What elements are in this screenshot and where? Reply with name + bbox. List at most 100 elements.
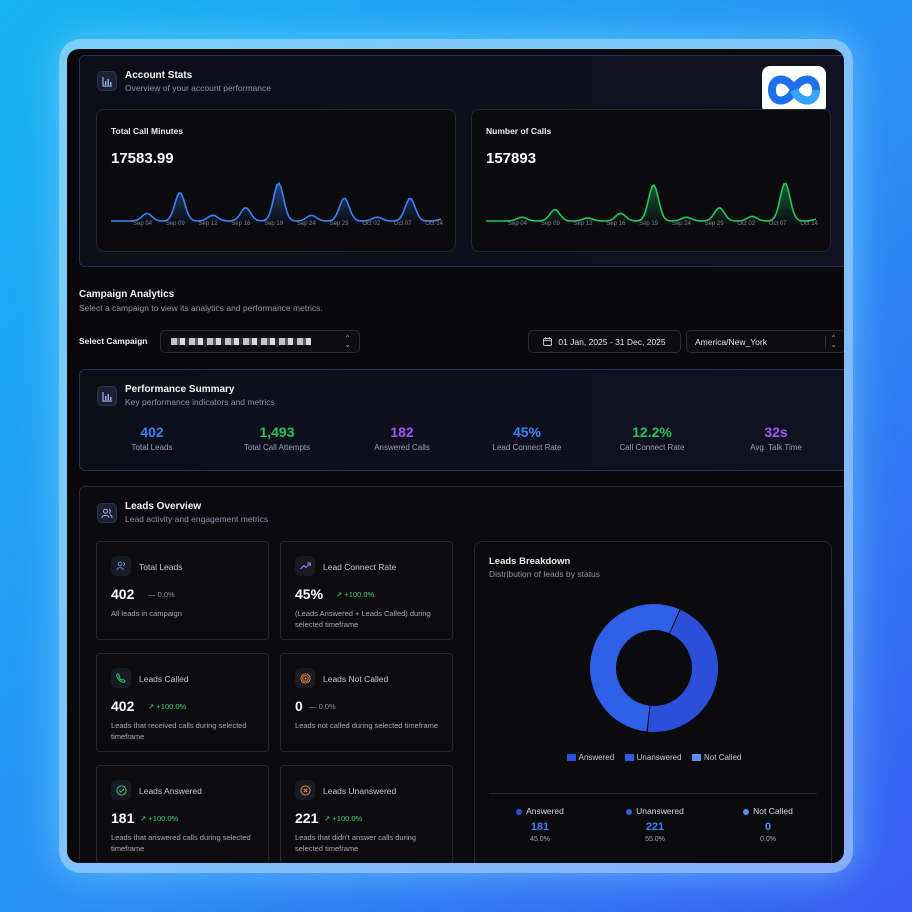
leads-overview-subtitle: Lead activity and engagement metrics (125, 514, 269, 524)
trending-up-icon: ↗ (148, 702, 155, 711)
stat-title: Total Leads (139, 562, 183, 572)
check-circle-icon (111, 780, 131, 800)
bar-chart-icon (97, 386, 117, 406)
campaign-analytics-title: Campaign Analytics (79, 289, 175, 300)
brand-logo (762, 66, 826, 114)
stat-title: Leads Not Called (323, 674, 389, 684)
x-tick-label: Sep 29 (329, 221, 349, 227)
chevron-updown-icon: ⌃ ⌄ (825, 335, 837, 349)
stat-value: 221 (295, 810, 319, 826)
stat-card-leads-not-called: Leads Not Called 0 — 0.0% Leads not call… (280, 653, 453, 752)
dashboard-screen: Account Stats Overview of your account p… (67, 49, 844, 863)
account-stats-subtitle: Overview of your account performance (125, 83, 271, 93)
metric-value: 402 (140, 424, 164, 440)
stat-change-value: +100.0% (332, 814, 363, 823)
trending-up-icon: ↗ (336, 590, 343, 599)
users-icon (111, 556, 131, 576)
metric-value: 45% (512, 424, 542, 440)
stat-change: — 0.0% (309, 702, 336, 711)
leads-breakdown-subtitle: Distribution of leads by status (489, 569, 601, 579)
timezone-select[interactable]: America/New_York ⌃ ⌄ (686, 330, 844, 353)
stat-value: 45% (295, 586, 324, 602)
breakdown-percent: 0.0% (760, 836, 776, 843)
legend-label: Not Called (704, 753, 742, 762)
metric-value: 12.2% (632, 424, 672, 440)
stat-card-lead-connect-rate: Lead Connect Rate 45% ↗ +100.0% (Leads A… (280, 541, 453, 640)
stat-card-total-leads: Total Leads 402 — 0.0% All leads in camp… (96, 541, 269, 640)
campaign-name-redacted (171, 338, 311, 345)
legend-not-called: Not Called (692, 753, 741, 762)
x-tick-label: Oct 07 (768, 221, 787, 227)
stat-title: Lead Connect Rate (323, 562, 397, 572)
series-area (111, 183, 441, 225)
x-tick-label: Sep 04 (133, 221, 153, 227)
breakdown-name: Not Called (753, 806, 793, 816)
call-minutes-card: Total Call Minutes 17583.99 Sep 04 Sep 09… (96, 109, 456, 252)
stat-description: Leads that received calls during selecte… (111, 721, 247, 741)
stat-value: 402 (111, 586, 135, 602)
campaign-select[interactable]: ⌃ ⌄ (160, 330, 360, 353)
x-tick-label: Sep 19 (264, 221, 284, 227)
metric-avg-talk-time: 32s Avg. Talk Time (721, 424, 831, 452)
stat-change: ↗ +100.0% (140, 814, 178, 823)
bar-chart-icon (97, 71, 117, 91)
metric-lead-connect-rate: 45% Lead Connect Rate (472, 424, 582, 452)
series-line (111, 181, 441, 222)
target-icon (295, 668, 315, 688)
phone-icon (111, 668, 131, 688)
stat-change: — 0.0% (148, 590, 175, 599)
stat-change: ↗ +100.0% (324, 814, 362, 823)
trending-up-icon: ↗ (140, 814, 147, 823)
x-tick-label: Sep 12 (573, 221, 593, 227)
calendar-icon (543, 337, 553, 346)
stat-change-value: +100.0% (344, 590, 375, 599)
metric-label: Total Call Attempts (243, 443, 311, 452)
dash-icon: — (148, 590, 156, 599)
stat-title: Leads Answered (139, 786, 202, 796)
date-range-picker[interactable]: 01 Jan, 2025 - 31 Dec, 2025 (528, 330, 681, 353)
breakdown-value: 0 (764, 821, 772, 833)
stat-change-value: 0.0% (157, 590, 175, 599)
donut-slice-answered[interactable] (647, 609, 718, 732)
account-stats-section: Account Stats Overview of your account p… (79, 55, 844, 267)
x-tick-label: Sep 29 (704, 221, 724, 227)
stat-card-leads-called: Leads Called 402 ↗ +100.0% Leads that re… (96, 653, 269, 752)
stat-change-value: +100.0% (148, 814, 179, 823)
users-icon (97, 503, 117, 523)
stat-description: All leads in campaign (111, 609, 182, 618)
stat-value: 402 (111, 698, 135, 714)
stat-change: ↗ +100.0% (336, 590, 374, 599)
x-tick-label: Sep 19 (639, 221, 659, 227)
x-tick-label: Oct 02 (737, 221, 756, 227)
donut-legend: Answered Unanswered Not Called (475, 748, 833, 766)
stat-title: Leads Unanswered (323, 786, 397, 796)
metric-value: 32s (764, 424, 788, 440)
chevron-updown-icon: ⌃ ⌄ (344, 334, 351, 349)
x-tick-label: Sep 04 (508, 221, 528, 227)
metric-label: Lead Connect Rate (492, 443, 562, 452)
leads-breakdown-card: Leads Breakdown Distribution of leads by… (474, 541, 832, 863)
legend-answered: Answered (566, 753, 615, 762)
breakdown-answered: Answered 181 45.0% (485, 806, 595, 843)
number-of-calls-card: Number of Calls 157893 Sep 04 Sep 09 Sep 1… (471, 109, 831, 252)
donut-slice-unanswered[interactable] (590, 604, 680, 732)
metric-value: 182 (390, 424, 414, 440)
stat-card-leads-unanswered: Leads Unanswered 221 ↗ +100.0% Leads tha… (280, 765, 453, 863)
call-minutes-value: 17583.99 (111, 150, 174, 167)
metric-label: Answered Calls (374, 443, 430, 452)
series-line (486, 182, 816, 222)
dash-icon: — (309, 702, 317, 711)
leads-overview-title: Leads Overview (125, 501, 202, 512)
x-tick-label: Sep 24 (296, 221, 316, 227)
legend-label: Unanswered (636, 753, 682, 762)
x-tick-label: Sep 12 (198, 221, 218, 227)
leads-donut-chart (590, 604, 718, 732)
select-campaign-label: Select Campaign (79, 336, 148, 346)
account-stats-title: Account Stats (125, 70, 193, 81)
series-area (486, 183, 816, 225)
x-tick-label: Oct 07 (393, 221, 412, 227)
stat-change: ↗ +100.0% (148, 702, 186, 711)
legend-label: Answered (578, 753, 615, 762)
breakdown-value: 181 (530, 821, 550, 833)
call-minutes-title: Total Call Minutes (111, 126, 184, 136)
